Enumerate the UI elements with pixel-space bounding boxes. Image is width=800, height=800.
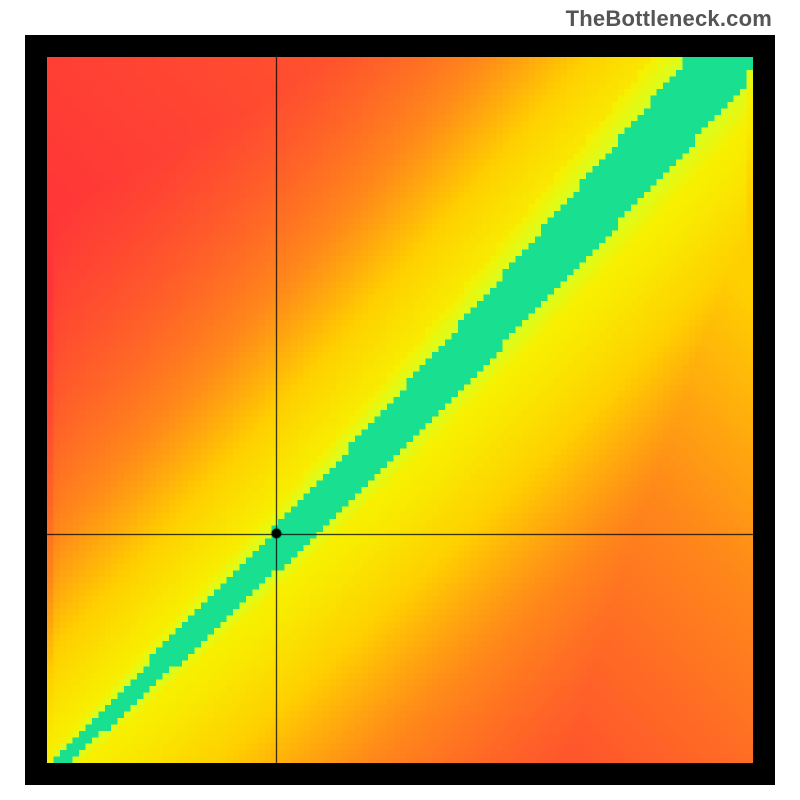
watermark-text: TheBottleneck.com (566, 6, 772, 32)
heatmap-canvas (47, 57, 753, 763)
chart-container: TheBottleneck.com (0, 0, 800, 800)
plot-area (25, 35, 775, 785)
